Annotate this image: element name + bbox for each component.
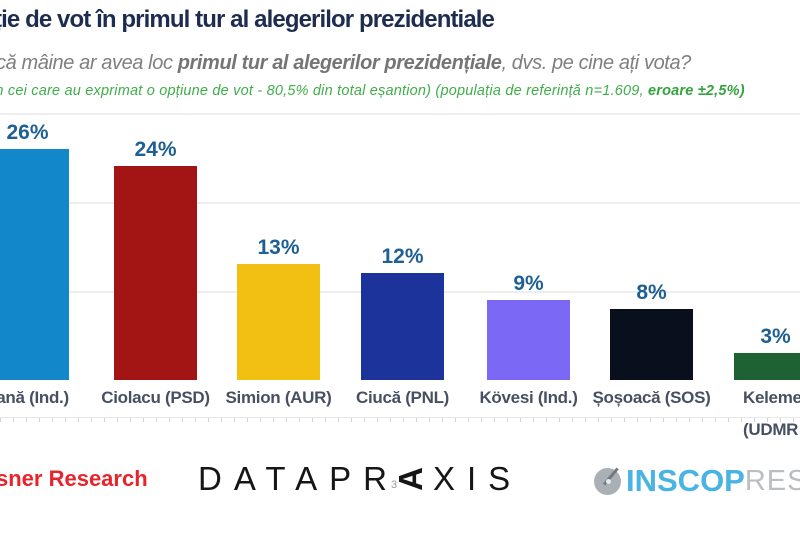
datapraxis-logo: DATAPR 3 A XIS [198, 460, 522, 498]
bar-value-label: 9% [513, 272, 544, 295]
inscop-logo: INSCOP RESEARCH [594, 463, 800, 499]
category-label: Kövesi (Ind.) [479, 388, 578, 407]
bar-value-label: 12% [381, 245, 424, 268]
bar-7 [734, 353, 800, 380]
question-prefix: că mâine ar avea loc [0, 52, 178, 74]
x-axis-tick-line [0, 417, 800, 422]
bar-value-label: 8% [636, 281, 667, 304]
bar-5 [487, 300, 570, 380]
category-label: Șoșoacă (SOS) [592, 388, 711, 407]
bar-value-label: 24% [134, 138, 177, 161]
category-label: Ciucă (PNL) [355, 388, 450, 407]
page-title: ție de vot în primul tur al alegerilor p… [0, 6, 495, 33]
bar-value-label: 26% [6, 121, 49, 144]
plot-area: 26% 24% 13% 12% 9% 8% 3% [0, 113, 800, 380]
poll-question: că mâine ar avea loc primul tur al alege… [0, 52, 691, 75]
bar-value-label: 13% [257, 236, 300, 259]
methodology-note: in cei care au exprimat o opțiune de vot… [0, 83, 745, 99]
bar-4 [361, 273, 444, 380]
inscop-name: INSCOP [626, 463, 745, 498]
category-label: Ciolacu (PSD) [101, 388, 210, 407]
category-label-line1: Keleme [743, 388, 800, 407]
bar-value-label: 3% [760, 325, 791, 348]
datapraxis-letters-post: XIS [432, 460, 523, 497]
bar-3 [237, 264, 320, 380]
datapraxis-letters-pre: DATAPR [198, 460, 399, 497]
category-label: oană (Ind.) [0, 388, 69, 407]
category-label-line2: (UDMR [743, 420, 799, 439]
note-error-margin: eroare ±2,5%) [647, 83, 745, 99]
datapraxis-mark: 3 [390, 479, 398, 491]
bar-6 [610, 309, 693, 380]
category-label: Keleme (UDMR [743, 388, 800, 440]
gridline-30pct [0, 113, 800, 115]
question-suffix: , dvs. pe cine ați vota? [501, 52, 691, 74]
bar-2 [114, 166, 197, 380]
question-bold: primul tur al alegerilor prezidențiale [177, 52, 502, 74]
category-label: Simion (AUR) [225, 388, 332, 407]
inscop-suffix: RESEARCH [744, 464, 800, 497]
note-text: in cei care au exprimat o opțiune de vot… [0, 83, 648, 99]
compass-icon [594, 467, 621, 495]
gridline-20pct [0, 202, 800, 204]
datapraxis-stylized-a-icon: A [392, 467, 430, 491]
research-partner-logo: sner Research [0, 466, 148, 491]
category-axis-labels: oană (Ind.) Ciolacu (PSD) Simion (AUR) Ciuc… [0, 388, 800, 448]
bar-1 [0, 149, 69, 380]
